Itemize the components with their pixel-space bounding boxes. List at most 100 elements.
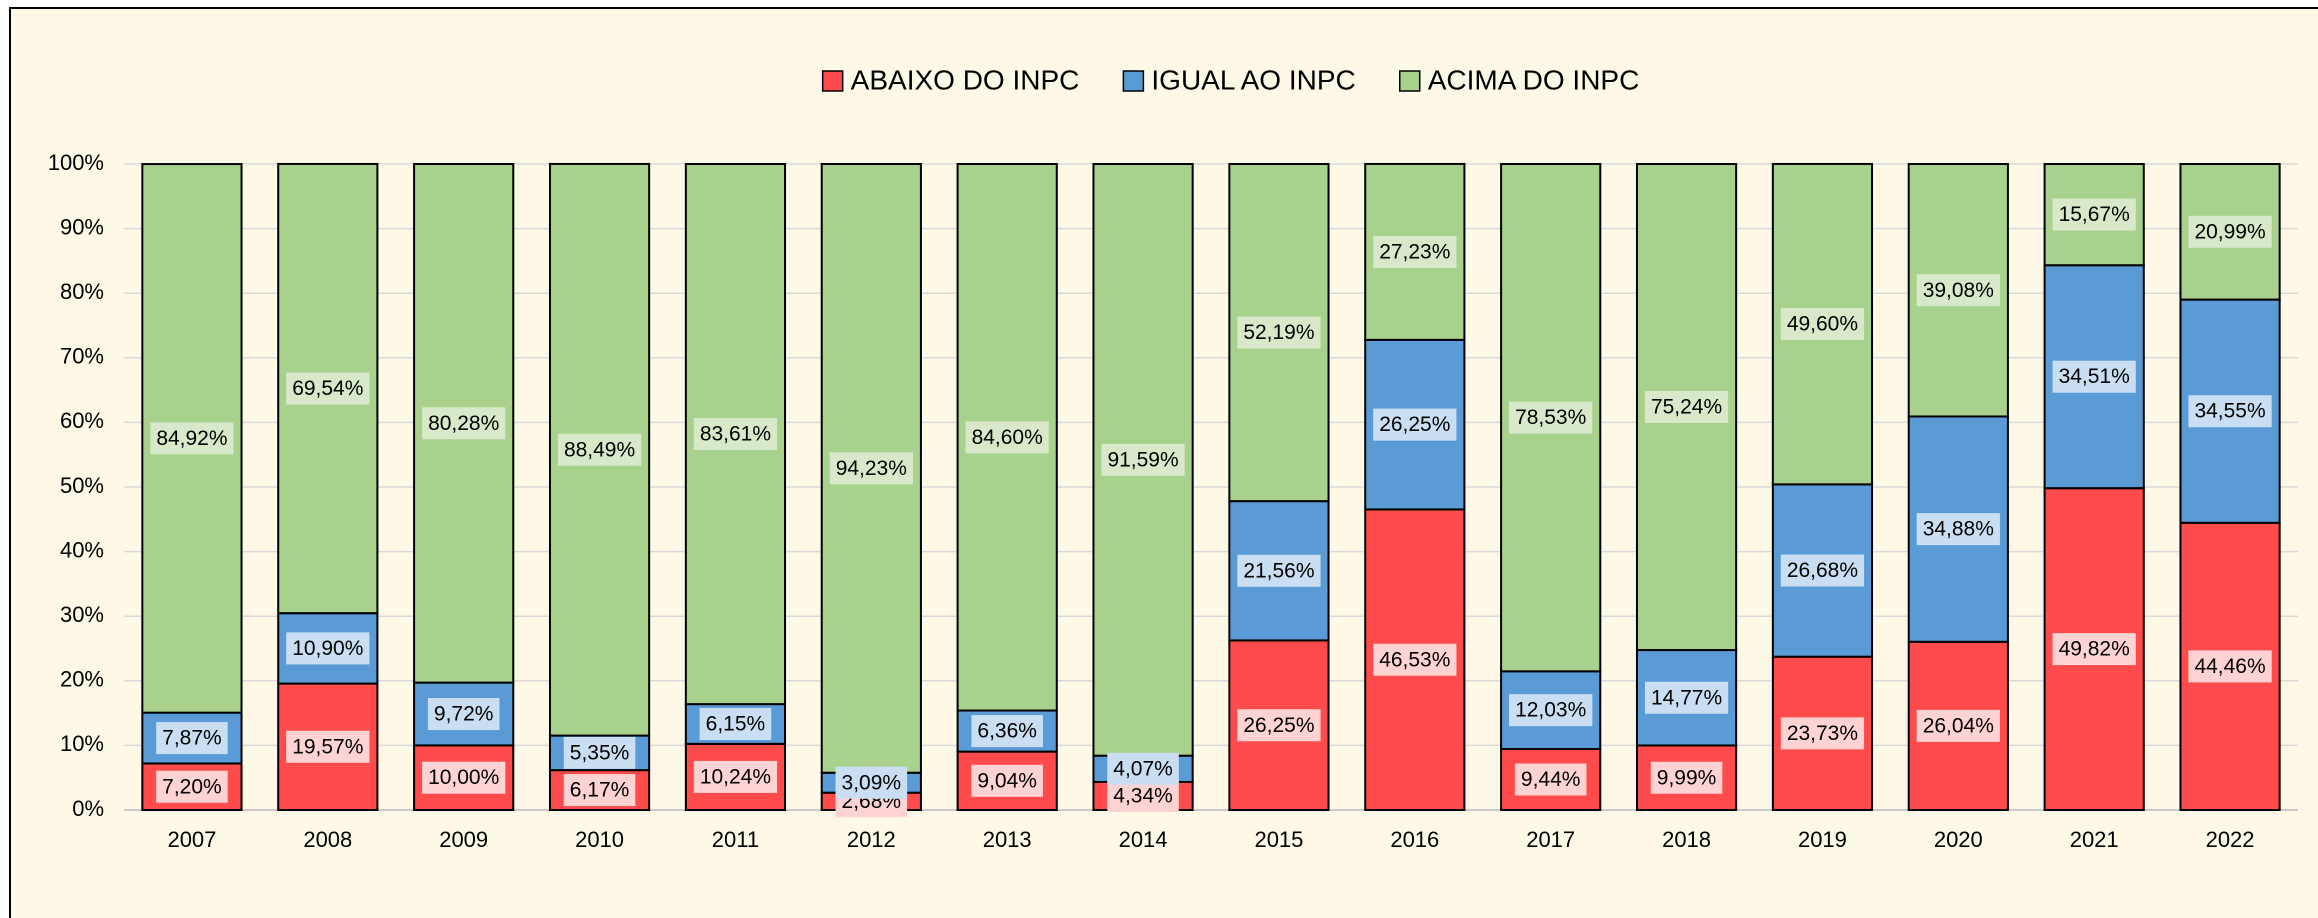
value-label: 88,49% (564, 438, 635, 461)
value-label: 21,56% (1243, 559, 1314, 582)
value-label-box (1916, 709, 2000, 742)
value-label-group: 88,49% (557, 433, 642, 466)
value-label-group: 15,67% (2052, 198, 2136, 231)
value-label: 94,23% (836, 457, 907, 480)
legend-swatch (1122, 70, 1145, 92)
value-label: 7,20% (162, 775, 222, 798)
value-label-box (427, 698, 500, 731)
value-label-box (1644, 391, 1729, 424)
value-label-group: 9,04% (971, 764, 1043, 797)
value-label: 10,90% (292, 637, 363, 660)
value-label-group: 7,87% (156, 722, 228, 755)
value-label-group: 34,55% (2188, 395, 2272, 428)
value-label-group: 10,90% (286, 632, 370, 665)
x-tick-label: 2012 (847, 827, 896, 852)
value-label-box (1373, 408, 1457, 441)
value-label-box (286, 730, 370, 763)
value-label-box (563, 774, 636, 807)
value-label: 9,72% (434, 703, 494, 726)
value-label-box (1373, 643, 1457, 676)
legend-label: ABAIXO DO INPC (851, 64, 1080, 95)
value-label-box (1780, 717, 1865, 750)
value-label-box (1237, 554, 1321, 587)
value-label-group: 10,24% (693, 760, 778, 793)
value-label-group: 27,23% (1373, 235, 1457, 268)
value-label-group: 6,17% (563, 774, 636, 807)
y-tick-label: 50% (60, 473, 104, 498)
value-label-group: 20,99% (2188, 215, 2272, 248)
y-tick-label: 30% (60, 602, 104, 627)
value-label-group: 34,88% (1916, 513, 2000, 546)
value-label-group: 6,36% (971, 715, 1043, 748)
value-label-group: 84,60% (965, 421, 1049, 454)
value-label: 44,46% (2194, 655, 2265, 678)
x-tick-label: 2014 (1119, 827, 1168, 852)
value-label-box (2188, 215, 2272, 248)
value-label-group: 9,44% (1514, 763, 1587, 796)
y-tick-label: 90% (60, 214, 104, 239)
value-label-box (1780, 308, 1865, 341)
legend-swatch (821, 70, 844, 92)
value-label-box (1514, 763, 1587, 796)
value-label: 39,08% (1923, 279, 1994, 302)
value-label: 15,67% (2059, 203, 2130, 226)
value-label-group: 49,82% (2052, 633, 2136, 666)
value-label: 23,73% (1787, 722, 1858, 745)
value-label-box (1373, 235, 1457, 268)
value-label-group: 26,25% (1237, 709, 1321, 742)
value-label-box (286, 372, 370, 405)
value-label: 91,59% (1107, 448, 1178, 471)
x-tick-label: 2017 (1526, 827, 1575, 852)
y-tick-label: 100% (48, 150, 104, 175)
value-label-box (1650, 761, 1723, 794)
value-label-group: 6,15% (699, 707, 772, 740)
value-label: 12,03% (1515, 699, 1586, 722)
value-label: 75,24% (1651, 396, 1722, 419)
value-label-box (1509, 694, 1593, 727)
value-label-box (422, 407, 506, 440)
value-label: 46,53% (1379, 648, 1450, 671)
value-label: 9,99% (1657, 766, 1717, 789)
value-label-box (1916, 274, 2000, 307)
x-tick-label: 2018 (1662, 827, 1711, 852)
value-label-group: 39,08% (1916, 274, 2000, 307)
value-label-group: 52,19% (1237, 316, 1321, 349)
y-tick-label: 0% (72, 796, 104, 821)
value-label: 10,24% (700, 765, 771, 788)
value-label-group: 83,61% (693, 418, 778, 451)
legend: ABAIXO DO INPC IGUAL AO INPC ACIMA DO INPC (821, 64, 1639, 95)
value-label-group: 3,09% (835, 766, 908, 799)
value-label-group: 21,56% (1237, 554, 1321, 587)
value-label: 6,17% (570, 779, 630, 802)
value-label-box (1237, 316, 1321, 349)
value-label-box (563, 736, 636, 769)
x-tick-label: 2015 (1254, 827, 1303, 852)
value-label-group: 26,68% (1780, 554, 1865, 587)
value-label-box (156, 770, 228, 803)
value-label: 26,68% (1787, 559, 1858, 582)
value-label: 34,88% (1923, 518, 1994, 541)
value-label-group: 5,35% (563, 736, 636, 769)
value-label-group: 91,59% (1101, 443, 1185, 476)
value-label-group: 19,57% (286, 730, 370, 763)
value-label-group: 34,51% (2052, 360, 2136, 393)
value-label-box (286, 632, 370, 665)
value-label: 6,15% (706, 713, 766, 736)
legend-swatch (1398, 70, 1421, 92)
value-label-box (971, 764, 1043, 797)
value-label-box (1644, 681, 1729, 714)
value-label-box (2052, 360, 2136, 393)
value-label-group: 10,00% (422, 761, 506, 794)
value-label-box (829, 452, 913, 485)
value-label-group: 84,92% (150, 422, 234, 455)
value-label-box (1509, 401, 1593, 434)
x-tick-label: 2020 (1934, 827, 1983, 852)
value-label: 19,57% (292, 735, 363, 758)
x-tick-label: 2007 (167, 827, 216, 852)
value-label: 27,23% (1379, 240, 1450, 263)
value-label: 9,44% (1521, 768, 1581, 791)
value-label-group: 78,53% (1509, 401, 1593, 434)
value-label: 69,54% (292, 377, 363, 400)
value-label: 49,60% (1787, 313, 1858, 336)
value-label-group: 4,34% (1107, 779, 1179, 812)
